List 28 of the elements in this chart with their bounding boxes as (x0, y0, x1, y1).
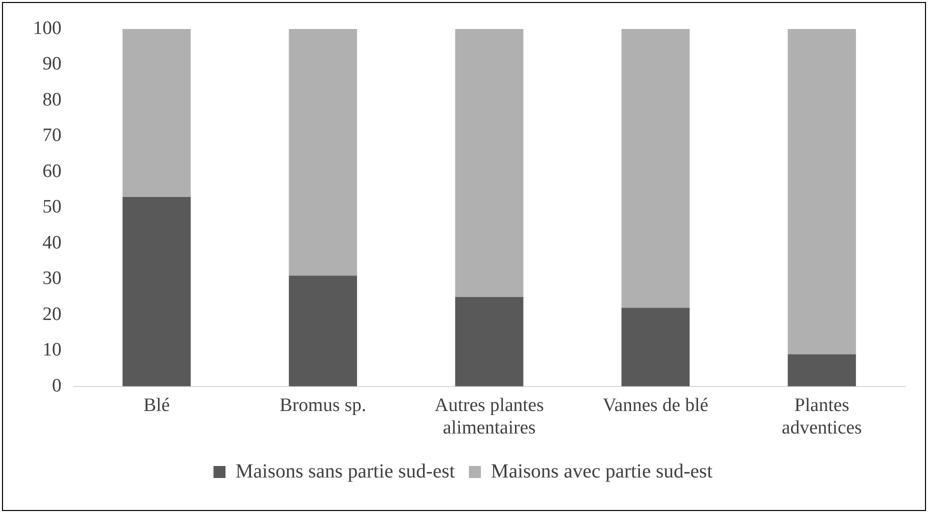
legend-label: Maisons avec partie sud-est (490, 460, 713, 482)
bar (288, 276, 358, 386)
x-tick-label: Autres plantes alimentaires (434, 394, 544, 439)
legend-label: Maisons sans partie sud-est (235, 460, 456, 482)
x-tick-label: Plantes adventices (782, 394, 862, 439)
bar (621, 29, 690, 308)
y-tick-label: 50 (42, 196, 62, 218)
y-tick-label: 10 (42, 340, 62, 361)
y-tick-label: 70 (42, 125, 62, 146)
y-tick-label: 60 (42, 160, 62, 182)
bar (788, 29, 856, 354)
bar (122, 29, 191, 197)
y-tick-label: 100 (33, 18, 62, 39)
bar (455, 29, 524, 298)
bar (788, 354, 856, 386)
y-tick-label: 30 (42, 268, 62, 290)
y-tick-label: 40 (42, 232, 62, 254)
y-tick-label: 0 (52, 375, 62, 396)
bar (455, 297, 524, 386)
x-tick-label: Vannes de blé (602, 394, 708, 416)
bar (288, 29, 358, 276)
bar (122, 196, 191, 386)
x-tick-label: Bromus sp. (280, 394, 366, 416)
bar (621, 308, 690, 386)
y-tick-label: 80 (42, 89, 62, 110)
y-tick-label: 90 (42, 54, 62, 75)
x-tick-label: Blé (143, 394, 170, 416)
y-tick-label: 20 (42, 304, 62, 325)
